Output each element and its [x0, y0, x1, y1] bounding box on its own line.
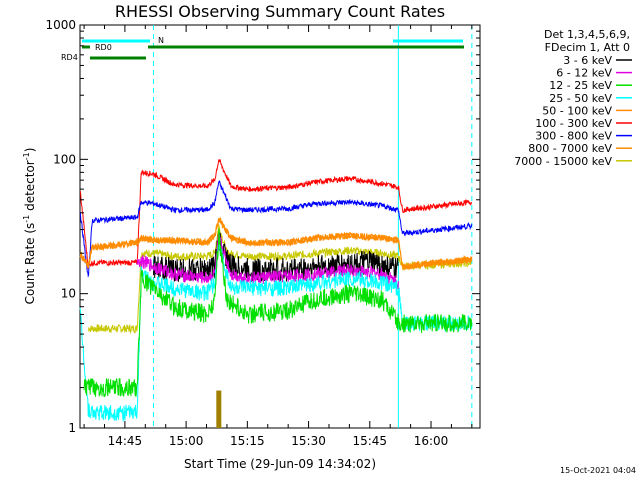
x-tick-label: 14:45 — [108, 434, 143, 448]
legend-label: 300 - 800 keV — [535, 130, 612, 143]
rd4-flag-label: RD4 — [61, 53, 78, 62]
legend-label: 3 - 6 keV — [563, 54, 612, 67]
x-axis: 14:45 15:00 15:15 15:30 15:45 16:00 — [83, 25, 473, 448]
legend-header-2: FDecim 1, Att 0 — [545, 41, 630, 54]
series-line-1 — [136, 232, 399, 289]
y-tick-label: 1000 — [45, 18, 76, 32]
footer-date: 15-Oct-2021 04:04 — [560, 466, 636, 475]
n-flag-label: N — [158, 36, 164, 45]
series-line-7 — [79, 218, 473, 270]
y-tick-label: 10 — [61, 287, 76, 301]
rd0-flag-label: RD0 — [95, 43, 112, 52]
x-tick-label: 15:30 — [291, 434, 326, 448]
legend-label: 6 - 12 keV — [556, 67, 612, 80]
chart-title: RHESSI Observing Summary Count Rates — [115, 2, 445, 21]
x-tick-label: 15:00 — [169, 434, 204, 448]
legend-label: 100 - 300 keV — [535, 117, 612, 130]
burst-marker — [216, 390, 222, 428]
y-tick-label: 100 — [53, 152, 76, 166]
legend-label: 800 - 7000 keV — [528, 142, 612, 155]
series-line-6 — [79, 180, 473, 278]
legend-label: 7000 - 15000 keV — [514, 155, 612, 168]
legend-label: 12 - 25 keV — [549, 79, 612, 92]
y-axis: 1 10 100 1000 — [45, 18, 480, 435]
legend-header-1: Det 1,3,4,5,6,9, — [544, 28, 630, 41]
burst-bar — [216, 390, 222, 428]
x-tick-label: 15:45 — [352, 434, 387, 448]
y-axis-title: Count Rate (s-1 detector-1) — [22, 148, 37, 305]
x-tick-label: 15:15 — [230, 434, 265, 448]
x-tick-label: 16:00 — [414, 434, 449, 448]
series-group — [79, 159, 473, 423]
x-axis-title: Start Time (29-Jun-09 14:34:02) — [184, 457, 376, 471]
plot-frame — [79, 24, 481, 429]
legend-label: 50 - 100 keV — [542, 104, 612, 117]
legend-label: 25 - 50 keV — [549, 92, 612, 105]
state-flags: N RD0 RD4 — [61, 36, 464, 62]
y-tick-label: 1 — [68, 421, 76, 435]
series-line-2 — [83, 228, 473, 398]
series-line-5 — [79, 159, 473, 270]
